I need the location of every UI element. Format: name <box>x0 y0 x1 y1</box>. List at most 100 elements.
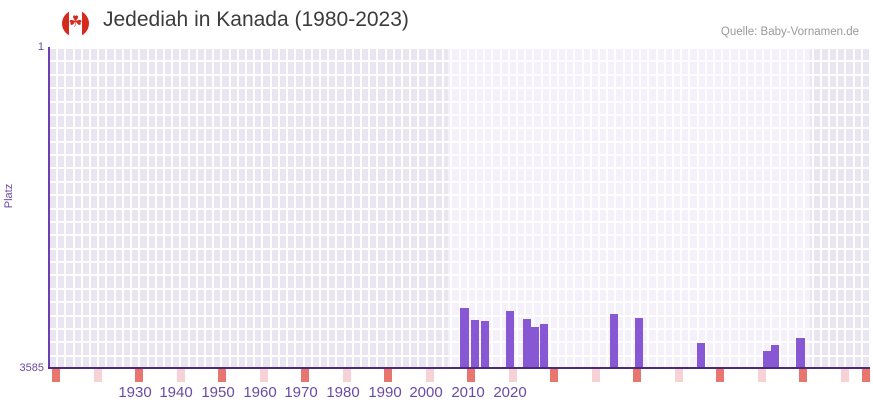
gridline-vertical <box>138 47 140 368</box>
bar[interactable] <box>531 327 539 368</box>
gridline-vertical <box>606 47 608 368</box>
gridline-vertical <box>623 47 625 368</box>
gridline-vertical <box>212 47 214 368</box>
gridline-horizontal <box>48 154 869 156</box>
out-of-range-shade <box>810 47 869 368</box>
grid-vertical <box>48 47 869 368</box>
gridline-vertical <box>680 47 682 368</box>
gridline-vertical <box>746 47 748 368</box>
gridline-vertical <box>467 47 469 368</box>
chart-header: ☘ Jedediah in Kanada (1980-2023) Quelle:… <box>0 0 873 44</box>
axis-marker <box>550 369 558 382</box>
gridline-vertical <box>229 47 231 368</box>
gridline-horizontal <box>48 341 869 343</box>
bar[interactable] <box>697 343 705 368</box>
gridline-vertical <box>853 47 855 368</box>
gridline-vertical <box>393 47 395 368</box>
gridline-vertical <box>376 47 378 368</box>
gridline-vertical <box>828 47 830 368</box>
gridline-vertical <box>261 47 263 368</box>
gridline-horizontal <box>48 288 869 290</box>
gridline-vertical <box>532 47 534 368</box>
axis-marker <box>426 369 434 382</box>
axis-marker <box>135 369 143 382</box>
gridline-vertical <box>450 47 452 368</box>
gridline-vertical <box>631 47 633 368</box>
bar[interactable] <box>460 308 469 368</box>
gridline-vertical <box>237 47 239 368</box>
x-axis-tick-label: 2000 <box>409 384 443 401</box>
bar-series <box>48 47 869 368</box>
gridline-vertical <box>582 47 584 368</box>
gridline-horizontal <box>48 234 869 236</box>
gridline-horizontal <box>48 208 869 210</box>
gridline-vertical <box>130 47 132 368</box>
bar[interactable] <box>610 314 618 368</box>
gridline-horizontal <box>48 194 869 196</box>
bar[interactable] <box>506 311 514 368</box>
bar[interactable] <box>523 319 531 368</box>
flag-band-right <box>82 10 89 37</box>
bar[interactable] <box>540 324 548 368</box>
axis-marker <box>633 369 641 382</box>
gridline-vertical <box>89 47 91 368</box>
gridline-vertical <box>147 47 149 368</box>
gridline-vertical <box>344 47 346 368</box>
gridline-horizontal <box>48 181 869 183</box>
gridline-vertical <box>303 47 305 368</box>
gridline-vertical <box>491 47 493 368</box>
y-axis-top-tick: 1 <box>37 41 44 53</box>
gridline-vertical <box>500 47 502 368</box>
gridline-vertical <box>565 47 567 368</box>
gridline-vertical <box>97 47 99 368</box>
gridline-vertical <box>787 47 789 368</box>
gridline-vertical <box>385 47 387 368</box>
gridline-vertical <box>672 47 674 368</box>
gridline-vertical <box>163 47 165 368</box>
gridline-vertical <box>64 47 66 368</box>
gridline-vertical <box>56 47 58 368</box>
gridline-horizontal <box>48 355 869 357</box>
source-label: Quelle: Baby-Vornamen.de <box>720 26 859 38</box>
bar[interactable] <box>635 318 643 368</box>
gridline-vertical <box>417 47 419 368</box>
gridline-vertical <box>721 47 723 368</box>
gridline-horizontal <box>48 114 869 116</box>
gridline-vertical <box>270 47 272 368</box>
gridline-vertical <box>729 47 731 368</box>
gridline-vertical <box>770 47 772 368</box>
axis-marker <box>260 369 268 382</box>
axis-marker <box>841 369 849 382</box>
page-title: Jedediah in Kanada (1980-2023) <box>103 8 409 31</box>
gridline-vertical <box>335 47 337 368</box>
gridline-vertical <box>459 47 461 368</box>
gridline-vertical <box>401 47 403 368</box>
gridline-vertical <box>697 47 699 368</box>
axis-marker <box>52 369 60 382</box>
axis-marker <box>716 369 724 382</box>
axis-marker <box>592 369 600 382</box>
bar[interactable] <box>481 321 489 368</box>
gridline-vertical <box>803 47 805 368</box>
gridline-horizontal <box>48 328 869 330</box>
gridline-vertical <box>409 47 411 368</box>
bar[interactable] <box>771 345 779 368</box>
bar[interactable] <box>763 351 771 368</box>
gridline-vertical <box>614 47 616 368</box>
gridline-vertical <box>442 47 444 368</box>
gridline-vertical <box>861 47 863 368</box>
axis-marker <box>384 369 392 382</box>
gridline-vertical <box>319 47 321 368</box>
gridline-horizontal <box>48 167 869 169</box>
x-axis-line <box>48 367 870 369</box>
axis-marker <box>509 369 517 382</box>
bar[interactable] <box>796 338 805 368</box>
gridline-vertical <box>368 47 370 368</box>
bar[interactable] <box>471 320 479 368</box>
gridline-horizontal <box>48 141 869 143</box>
x-axis-tick-label: 2010 <box>451 384 485 401</box>
axis-marker <box>301 369 309 382</box>
gridline-vertical <box>844 47 846 368</box>
gridline-vertical <box>598 47 600 368</box>
gridline-vertical <box>524 47 526 368</box>
